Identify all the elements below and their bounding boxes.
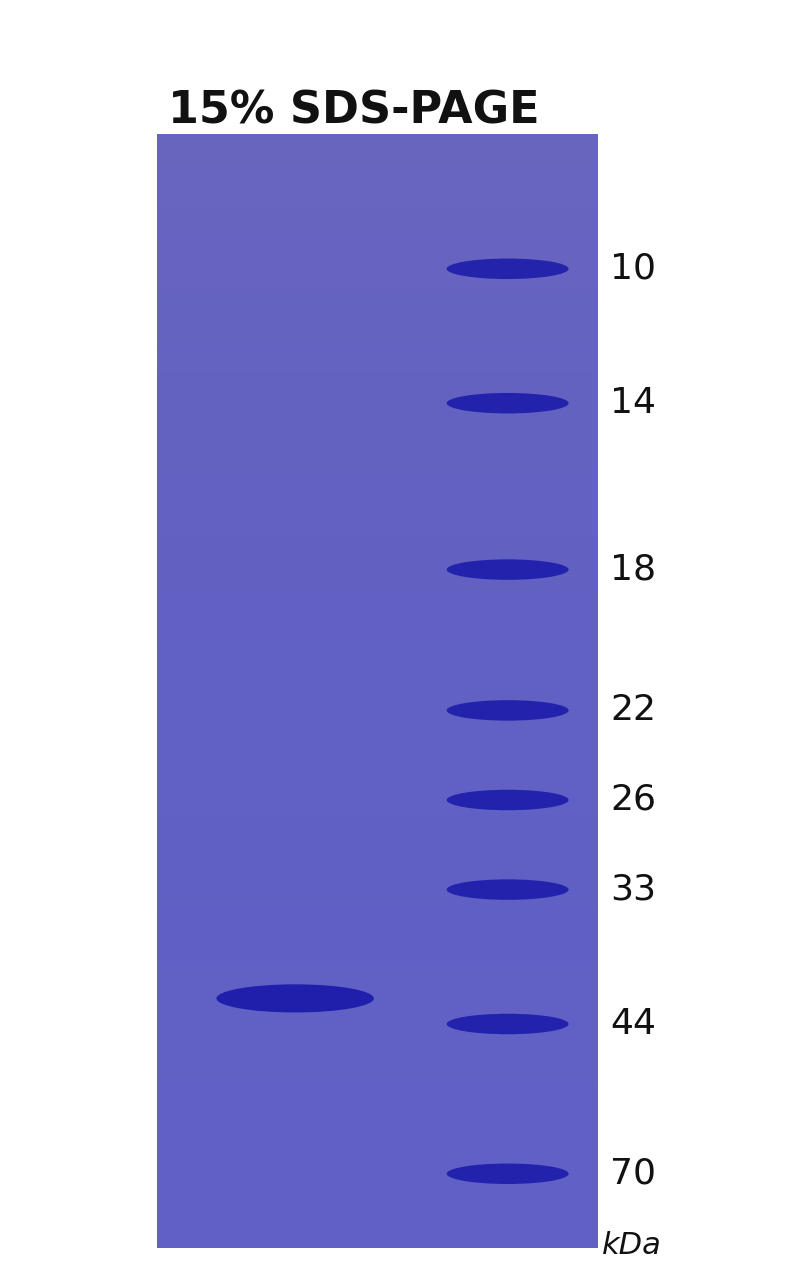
Ellipse shape <box>447 559 568 580</box>
Ellipse shape <box>447 393 568 413</box>
Text: kDa: kDa <box>602 1231 662 1261</box>
Text: 18: 18 <box>610 553 656 586</box>
Ellipse shape <box>216 984 374 1012</box>
Text: 33: 33 <box>610 873 656 906</box>
Text: 15% SDS-PAGE: 15% SDS-PAGE <box>168 90 540 133</box>
Ellipse shape <box>447 700 568 721</box>
Text: 14: 14 <box>610 387 656 420</box>
Ellipse shape <box>447 1164 568 1184</box>
Text: 44: 44 <box>610 1007 656 1041</box>
Text: 26: 26 <box>610 783 656 817</box>
Ellipse shape <box>447 259 568 279</box>
Ellipse shape <box>447 1014 568 1034</box>
Ellipse shape <box>447 790 568 810</box>
Text: 10: 10 <box>610 252 656 285</box>
Ellipse shape <box>447 879 568 900</box>
Text: 70: 70 <box>610 1157 656 1190</box>
Text: 22: 22 <box>610 694 656 727</box>
